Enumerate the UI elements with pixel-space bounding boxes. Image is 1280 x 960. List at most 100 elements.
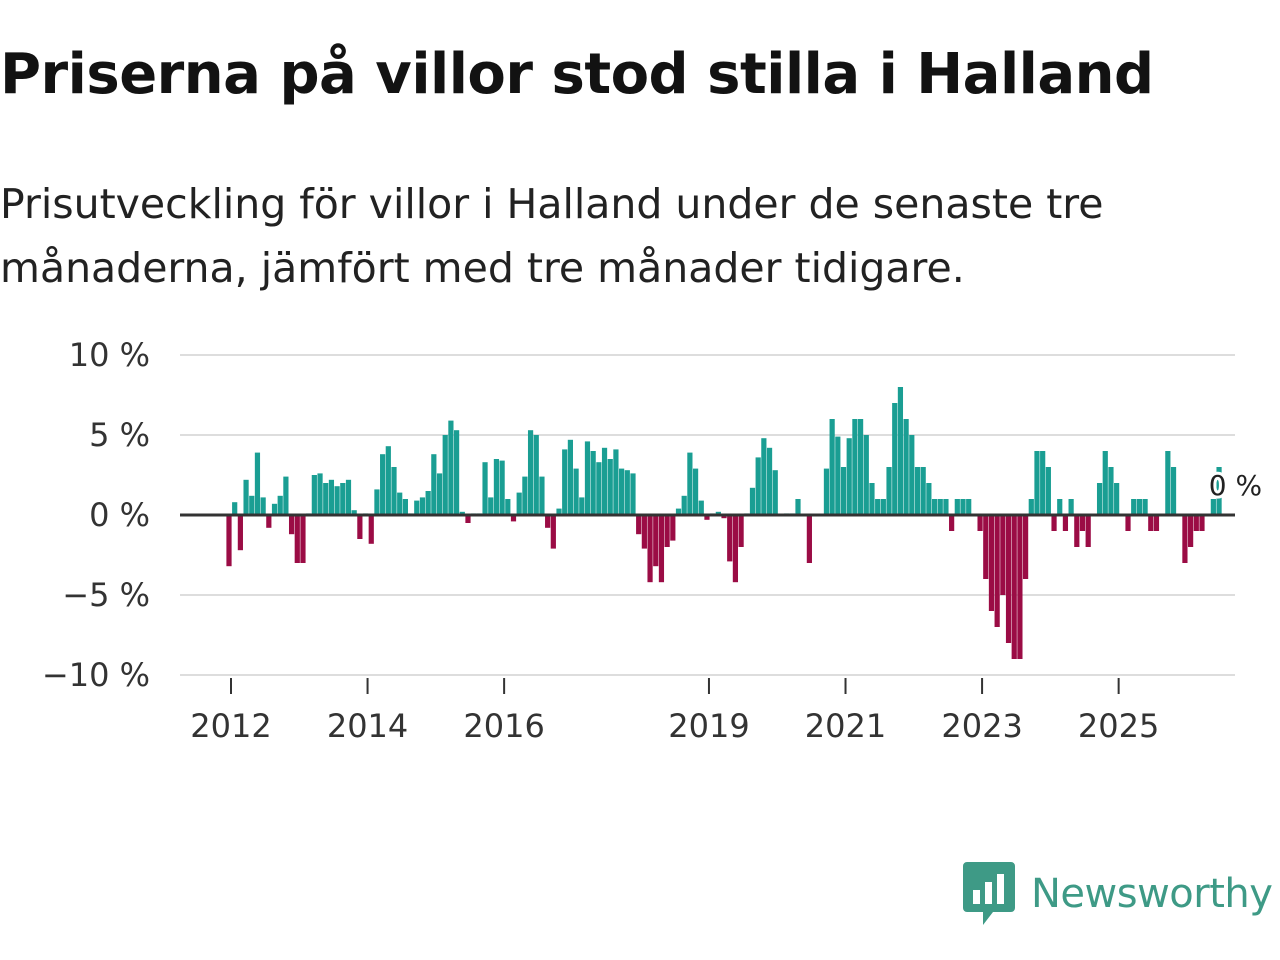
bar [522,476,528,515]
bar [516,492,522,515]
bar [505,499,511,515]
bar [897,387,904,515]
bar [510,515,517,522]
y-tick-label: 5 % [89,416,150,454]
bar [249,495,255,515]
bar [909,435,915,515]
bar [1023,515,1029,579]
bars [226,387,1222,659]
bar [892,403,898,515]
newsworthy-logo: Newsworthy [963,862,1273,926]
bar [692,468,699,515]
bar [624,470,630,515]
bar [454,430,460,515]
bar [1182,515,1188,563]
y-tick-label: 0 % [89,496,150,534]
bar [1051,515,1057,531]
bar [1011,515,1017,659]
bar [755,457,761,515]
bar [886,467,892,515]
bar [977,515,983,531]
bar [1188,515,1194,547]
bar [966,499,972,515]
bar [397,492,403,515]
bar [254,452,261,515]
bar [715,511,721,515]
bar [630,473,636,515]
bar [846,438,852,515]
x-tick-label: 2021 [805,707,886,745]
bar [920,467,926,515]
bar [300,515,306,563]
bar [1040,451,1046,515]
x-tick-label: 2025 [1078,707,1159,745]
newsworthy-logo-text: Newsworthy [1031,871,1273,917]
x-axis: 2012 2014 2016 2019 2021 2023 2025 [180,674,1235,745]
bar [761,438,767,515]
bar [425,491,431,515]
bar [647,515,653,583]
bar [385,446,391,515]
bar [766,447,773,515]
bar [1216,467,1222,515]
bar [772,470,778,515]
bar [749,487,756,515]
chart-title: Priserna på villor stod stilla i Halland [0,42,1154,107]
bar [636,515,642,535]
bar [368,515,374,544]
bar [317,473,323,515]
bar [459,511,465,515]
y-tick-label: 10 % [69,336,150,374]
bar [465,515,471,523]
bar [1005,515,1012,643]
bar [829,419,835,515]
bar [539,476,545,515]
bar [584,441,591,515]
bar [277,495,283,515]
last-value-label: 0 % [1209,469,1262,502]
bar [1114,483,1120,515]
bar [533,435,539,515]
bar [562,449,568,515]
bar [345,479,352,515]
bar [340,483,346,515]
bar [414,500,420,515]
bar [658,515,665,583]
newsworthy-logo-icon [963,862,1015,925]
bar [840,467,847,515]
bar [374,489,380,515]
bar [931,499,938,515]
bar [1074,515,1080,547]
bar [448,420,454,515]
bar [545,515,551,528]
bar [311,475,317,515]
bar [1210,499,1216,515]
bar [943,499,949,515]
bar [283,476,289,515]
x-tick-label: 2016 [463,707,544,745]
bar [1017,515,1023,659]
bar [226,515,232,567]
bar [1000,515,1006,595]
bar [493,459,500,515]
bar [641,515,647,549]
bar [482,462,488,515]
bar [601,447,608,515]
bar [323,483,329,515]
bar [983,515,989,579]
bar [687,452,693,515]
bar [681,495,687,515]
bar [1034,451,1040,515]
bar [431,454,437,515]
bar [1125,515,1131,531]
y-tick-label: −10 % [42,656,150,694]
bar [402,499,408,515]
bar [380,454,386,515]
bar [442,435,448,515]
bar [550,515,556,549]
bar [579,497,585,515]
bar [903,419,909,515]
bar [1148,515,1154,531]
bar [334,486,340,515]
bar [857,419,864,515]
